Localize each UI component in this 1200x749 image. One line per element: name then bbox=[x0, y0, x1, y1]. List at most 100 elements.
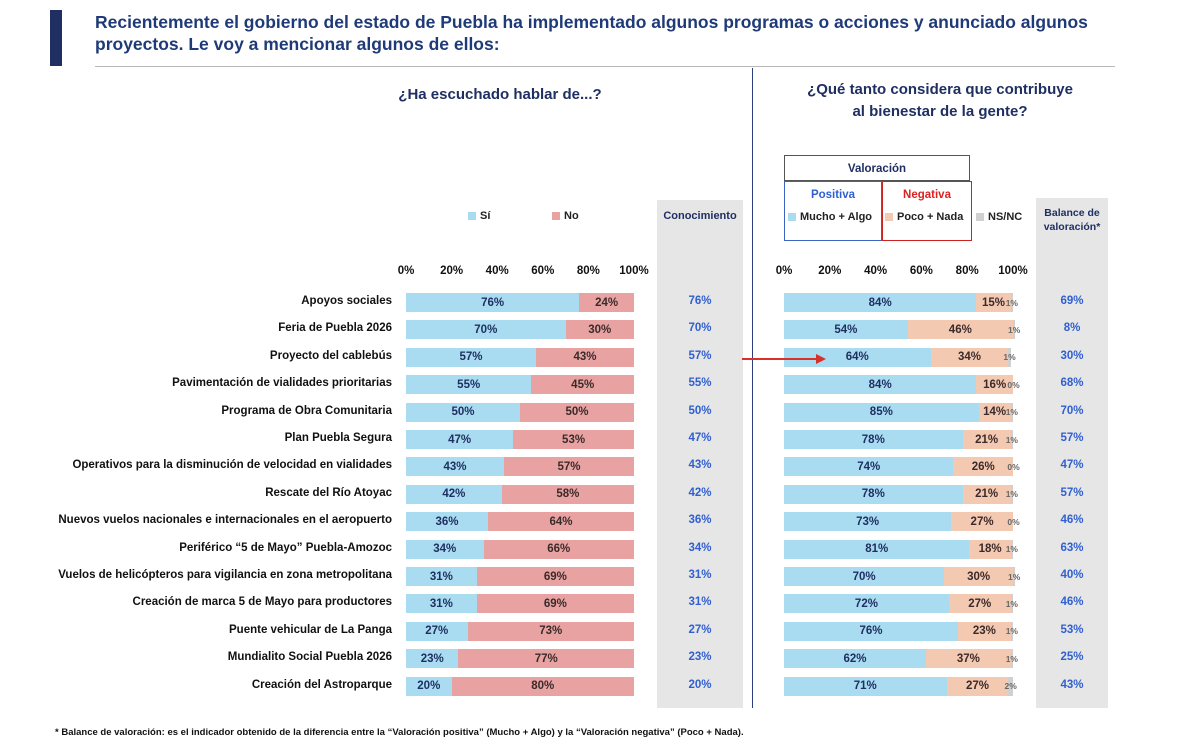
bar-no: 50% bbox=[520, 402, 634, 422]
balance-header-line2: valoración* bbox=[1043, 221, 1101, 233]
bar-no: 69% bbox=[476, 567, 634, 586]
knowledge-value: 27% bbox=[688, 623, 712, 636]
bar-si: 20% bbox=[406, 676, 452, 696]
balance-value: 8% bbox=[1063, 322, 1081, 335]
legend-neg: Poco + Nada bbox=[885, 211, 963, 223]
bar-negative: 18% bbox=[969, 539, 1011, 559]
bar-no: 43% bbox=[535, 347, 634, 367]
row-label: Vuelos de helicópteros para vigilancia e… bbox=[58, 569, 392, 581]
bar-si: 31% bbox=[406, 594, 477, 614]
bar-positive: 64% bbox=[784, 347, 931, 367]
bar-si: 55% bbox=[406, 375, 532, 395]
balance-value: 57% bbox=[1060, 432, 1084, 444]
legend-neg-swatch bbox=[885, 213, 893, 221]
bar-si: 47% bbox=[406, 430, 514, 449]
bar-positive: 72% bbox=[784, 594, 949, 614]
row-label: Plan Puebla Segura bbox=[284, 432, 392, 444]
left-axis-tick: 40% bbox=[485, 265, 509, 277]
valoracion-box: Valoración bbox=[784, 155, 970, 181]
right-axis-tick: 80% bbox=[955, 265, 979, 277]
knowledge-value: 20% bbox=[688, 678, 712, 691]
legend-si: Sí bbox=[468, 210, 490, 222]
legend-pos: Mucho + Algo bbox=[788, 211, 872, 223]
row-label: Pavimentación de vialidades prioritarias bbox=[172, 377, 392, 390]
knowledge-value: 42% bbox=[688, 486, 712, 499]
bar-negative: 21% bbox=[962, 484, 1011, 504]
title-accent-bar bbox=[50, 10, 62, 66]
knowledge-column-bg bbox=[657, 200, 743, 708]
bar-positive: 84% bbox=[784, 293, 977, 312]
bar-positive: 74% bbox=[784, 457, 954, 477]
row-label: Rescate del Río Atoyac bbox=[265, 486, 392, 499]
bar-si: 31% bbox=[406, 567, 477, 586]
bar-si: 34% bbox=[406, 539, 484, 559]
balance-value: 40% bbox=[1060, 569, 1084, 581]
bar-negative: 26% bbox=[953, 457, 1013, 477]
bar-nsnc: 0% bbox=[1007, 461, 1020, 472]
bar-si: 23% bbox=[406, 649, 459, 669]
highlight-arrow bbox=[742, 354, 826, 364]
bar-positive: 78% bbox=[784, 484, 963, 504]
negativa-box bbox=[882, 181, 972, 241]
row-label: Feria de Puebla 2026 bbox=[278, 322, 392, 335]
bar-nsnc: 1% bbox=[1003, 347, 1016, 367]
positiva-box bbox=[784, 181, 882, 241]
balance-header: Balance de valoración* bbox=[1036, 206, 1108, 234]
bar-negative: 27% bbox=[946, 676, 1009, 696]
bar-nsnc: 1% bbox=[1006, 539, 1018, 559]
bar-nsnc: 1% bbox=[1006, 430, 1018, 449]
balance-value: 30% bbox=[1060, 349, 1084, 362]
bar-no: 53% bbox=[513, 430, 634, 449]
bar-positive: 76% bbox=[784, 621, 959, 641]
balance-value: 43% bbox=[1060, 678, 1084, 691]
left-axis-tick: 80% bbox=[576, 265, 600, 277]
left-question: ¿Ha escuchado hablar de...? bbox=[398, 86, 602, 103]
bar-no: 30% bbox=[565, 320, 634, 340]
bar-si: 57% bbox=[406, 347, 536, 367]
bar-no: 57% bbox=[504, 457, 634, 477]
right-axis-tick: 100% bbox=[998, 265, 1028, 277]
balance-value: 69% bbox=[1060, 295, 1084, 307]
row-label: Creación del Astroparque bbox=[251, 678, 392, 691]
bar-si: 42% bbox=[406, 484, 502, 504]
left-axis-tick: 0% bbox=[397, 265, 415, 277]
balance-value: 25% bbox=[1060, 651, 1084, 664]
knowledge-value: 47% bbox=[688, 432, 712, 444]
bar-si: 76% bbox=[406, 293, 580, 312]
legend-no-label: No bbox=[564, 210, 579, 222]
knowledge-value: 50% bbox=[688, 404, 712, 417]
bar-positive: 54% bbox=[784, 320, 908, 340]
bar-negative: 21% bbox=[962, 430, 1011, 449]
bar-nsnc: 1% bbox=[1006, 649, 1018, 669]
knowledge-value: 31% bbox=[688, 569, 712, 581]
bar-negative: 27% bbox=[948, 594, 1011, 614]
balance-value: 63% bbox=[1060, 541, 1084, 554]
bar-si: 27% bbox=[406, 621, 468, 641]
positiva-label: Positiva bbox=[810, 189, 856, 201]
knowledge-value: 43% bbox=[688, 459, 712, 472]
bar-positive: 81% bbox=[784, 539, 970, 559]
bar-negative: 34% bbox=[930, 347, 1009, 367]
legend-neg-label: Poco + Nada bbox=[897, 211, 964, 223]
bar-no: 24% bbox=[579, 293, 634, 312]
bar-negative: 27% bbox=[951, 512, 1013, 532]
negativa-label: Negativa bbox=[903, 189, 951, 201]
bar-no: 45% bbox=[531, 375, 634, 395]
knowledge-value: 31% bbox=[688, 596, 712, 609]
bar-positive: 78% bbox=[784, 430, 963, 449]
bar-nsnc: 0% bbox=[1007, 516, 1020, 527]
legend-ns: NS/NC bbox=[976, 211, 1022, 223]
legend-si-swatch bbox=[468, 212, 476, 220]
bar-no: 73% bbox=[467, 621, 634, 641]
legend-ns-label: NS/NC bbox=[988, 211, 1023, 223]
knowledge-value: 57% bbox=[688, 349, 712, 362]
bar-negative: 16% bbox=[976, 375, 1013, 395]
knowledge-value: 76% bbox=[688, 295, 712, 307]
balance-value: 47% bbox=[1060, 459, 1084, 472]
bar-nsnc: 1% bbox=[1006, 293, 1018, 312]
bar-nsnc: 1% bbox=[1006, 402, 1018, 422]
row-label: Nuevos vuelos nacionales e internacional… bbox=[58, 514, 392, 527]
row-label: Apoyos sociales bbox=[301, 295, 392, 307]
bar-positive: 70% bbox=[784, 567, 945, 586]
